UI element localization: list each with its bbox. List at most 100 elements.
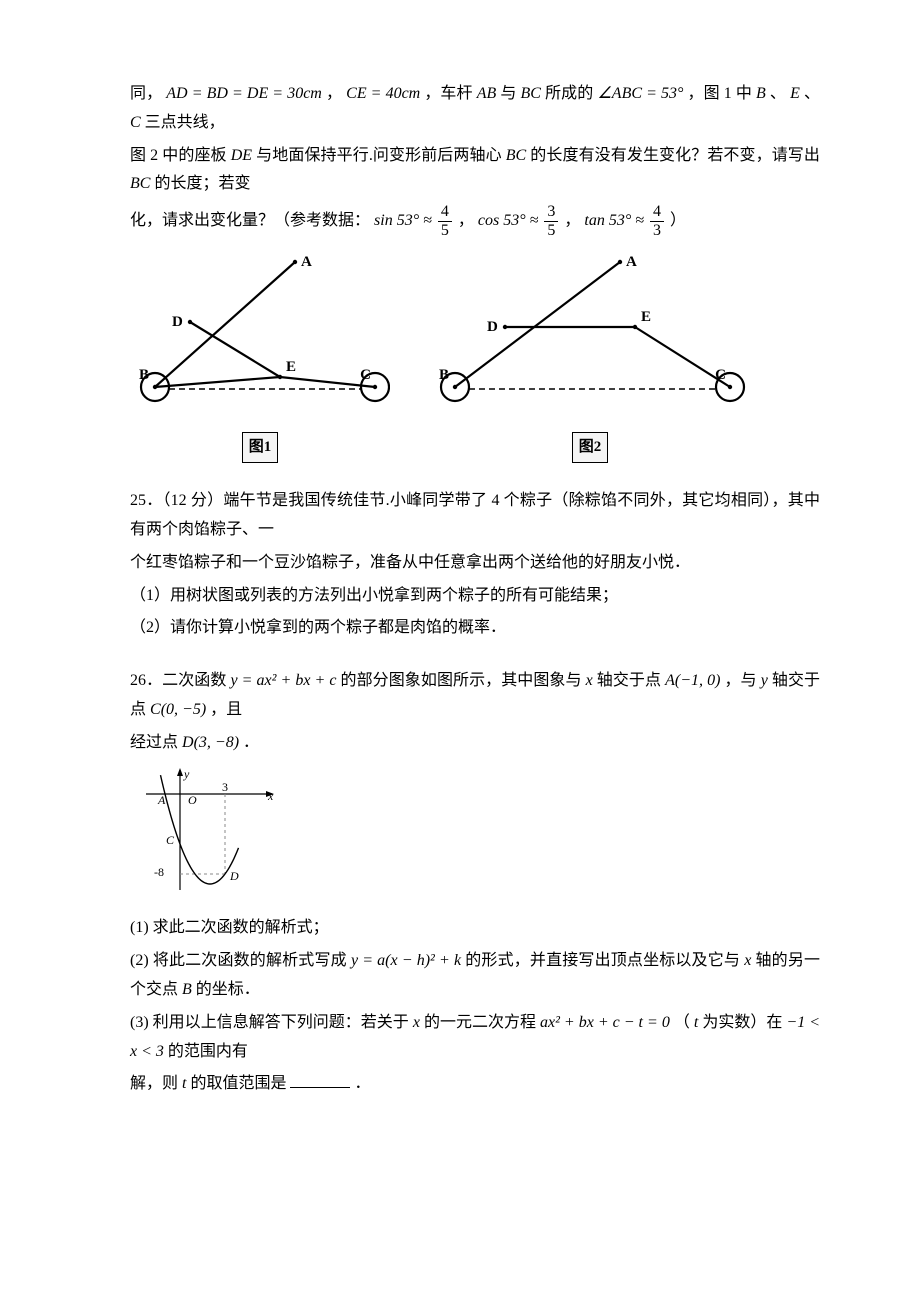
svg-text:B: B (139, 367, 149, 383)
q26-sub1: (1) 求此二次函数的解析式； (130, 914, 820, 943)
svg-text:A: A (301, 254, 312, 270)
sin: sin 53° ≈ (374, 212, 432, 229)
var: x (586, 672, 593, 689)
var: y (761, 672, 768, 689)
tan: tan 53° ≈ (584, 212, 644, 229)
text: ，与 (724, 672, 760, 689)
svg-text:B: B (439, 367, 449, 383)
point: D(3, −8) (182, 734, 239, 751)
text: ，图 1 中 (688, 85, 757, 102)
var: AB (477, 85, 497, 102)
q26-line2: 经过点 D(3, −8) ． (130, 729, 820, 758)
text: （ (674, 1014, 690, 1031)
fraction: 4 5 (438, 203, 452, 239)
denominator: 5 (438, 222, 452, 240)
fraction: 3 5 (544, 203, 558, 239)
text: 的形式，并直接写出顶点坐标以及它与 (465, 952, 744, 969)
var: B (182, 981, 192, 998)
text: ） (670, 212, 686, 229)
text: 的部分图象如图所示，其中图象与 (341, 672, 586, 689)
q26-sub2: (2) 将此二次函数的解析式写成 y = a(x − h)² + k 的形式，并… (130, 947, 820, 1005)
var: x (744, 952, 751, 969)
svg-text:x: x (267, 789, 274, 803)
figure-1-svg: A B C D E (130, 247, 390, 417)
q24-line1: 同， AD = BD = DE = 30cm ， CE = 40cm ，车杆 A… (130, 80, 820, 138)
denominator: 3 (650, 222, 664, 240)
text: 的一元二次方程 (424, 1014, 540, 1031)
q24-line3: 化，请求出变化量？（参考数据： sin 53° ≈ 4 5 ， cos 53° … (130, 203, 820, 239)
var: E (790, 85, 800, 102)
svg-text:-8: -8 (154, 865, 164, 879)
eq: ax² + bx + c − t = 0 (540, 1014, 670, 1031)
text: ，车杆 (424, 85, 476, 102)
var: BC (521, 85, 541, 102)
var: DE (231, 147, 252, 164)
text: 、 (804, 85, 820, 102)
svg-text:A: A (157, 793, 166, 807)
fraction: 4 3 (650, 203, 664, 239)
svg-text:D: D (487, 319, 498, 335)
svg-text:C: C (360, 367, 371, 383)
text: 所成的 (545, 85, 597, 102)
text: 为实数）在 (702, 1014, 786, 1031)
figure-2-label: 图2 (572, 432, 609, 463)
q25-line1: 25．（12 分）端午节是我国传统佳节.小峰同学带了 4 个粽子（除粽馅不同外，… (130, 487, 820, 545)
text: 轴交于点 (597, 672, 665, 689)
text: 的长度；若变 (154, 175, 250, 192)
text: 的范围内有 (168, 1043, 248, 1060)
eq: y = ax² + bx + c (230, 672, 336, 689)
text: 与 (500, 85, 520, 102)
q26-sub3-line1: (3) 利用以上信息解答下列问题：若关于 x 的一元二次方程 ax² + bx … (130, 1009, 820, 1067)
text: 、 (770, 85, 786, 102)
var: C (130, 114, 141, 131)
text: ， (564, 212, 580, 229)
text: 的取值范围是 (190, 1075, 286, 1092)
cos: cos 53° ≈ (478, 212, 539, 229)
figure-1-block: ABCDE 图1 (130, 247, 390, 463)
var: t (182, 1075, 186, 1092)
eq: CE = 40cm (346, 85, 420, 102)
var: BC (130, 175, 150, 192)
numerator: 3 (544, 203, 558, 222)
point: A(−1, 0) (665, 672, 720, 689)
q24-line2: 图 2 中的座板 DE 与地面保持平行.问变形前后两轴心 BC 的长度有没有发生… (130, 142, 820, 200)
q24-figures: ABCDE 图1 ABCDE 图2 (130, 247, 820, 463)
var: x (413, 1014, 420, 1031)
point: C(0, −5) (150, 701, 206, 718)
text: 同， (130, 85, 162, 102)
var: B (756, 85, 766, 102)
svg-text:E: E (286, 359, 296, 375)
svg-text:E: E (641, 309, 651, 325)
figure-2-block: A B C D E 图2 (430, 247, 750, 463)
svg-text:D: D (229, 869, 239, 883)
text: ， (326, 85, 342, 102)
svg-text:C: C (715, 367, 726, 383)
q26-graph-svg: yOx3AC-8D (140, 766, 280, 896)
text: 26．二次函数 (130, 672, 230, 689)
text: 的长度有没有发生变化？若不变，请写出 (530, 147, 820, 164)
var: t (694, 1014, 698, 1031)
text: 与地面保持平行.问变形前后两轴心 (256, 147, 506, 164)
text: 的坐标． (196, 981, 260, 998)
svg-text:A: A (626, 254, 637, 270)
svg-text:D: D (172, 314, 183, 330)
text: 解，则 (130, 1075, 182, 1092)
text: 经过点 (130, 734, 182, 751)
text: (2) 将此二次函数的解析式写成 (130, 952, 351, 969)
text: ，且 (210, 701, 242, 718)
eq: y = a(x − h)² + k (351, 952, 461, 969)
svg-text:y: y (183, 767, 190, 781)
text: 三点共线， (145, 114, 225, 131)
svg-text:3: 3 (222, 780, 228, 794)
answer-blank (290, 1071, 350, 1088)
q26-line1: 26．二次函数 y = ax² + bx + c 的部分图象如图所示，其中图象与… (130, 667, 820, 725)
numerator: 4 (438, 203, 452, 222)
q26-sub3-line2: 解，则 t 的取值范围是 ． (130, 1070, 820, 1099)
text: (3) 利用以上信息解答下列问题：若关于 (130, 1014, 413, 1031)
denominator: 5 (544, 222, 558, 240)
text: 图 2 中的座板 (130, 147, 231, 164)
q25-sub1: （1）用树状图或列表的方法列出小悦拿到两个粽子的所有可能结果； (130, 582, 820, 611)
text: 化，请求出变化量？（参考数据： (130, 212, 370, 229)
eq: ∠ABC = 53° (597, 85, 683, 102)
svg-text:O: O (188, 793, 197, 807)
